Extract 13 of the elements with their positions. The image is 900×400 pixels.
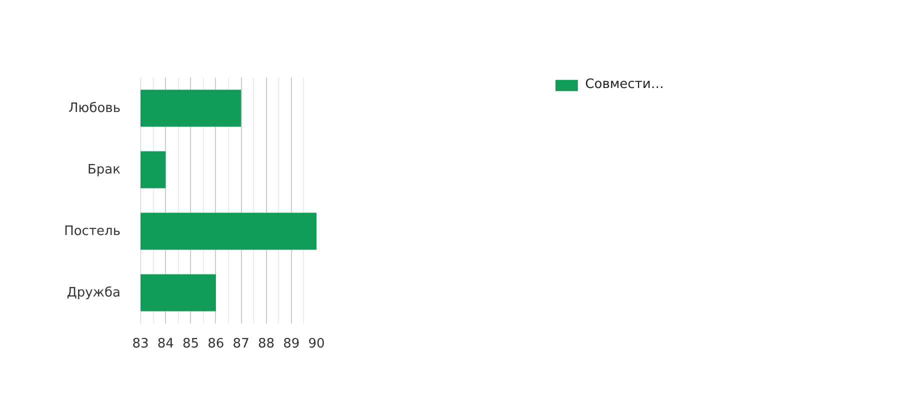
x-tick-label: 88 <box>258 336 274 352</box>
y-tick-label: Брак <box>88 162 121 178</box>
x-tick-label: 87 <box>232 336 250 352</box>
y-tick-label: Постель <box>64 224 121 239</box>
legend-label: Совмести… <box>585 77 664 92</box>
x-tick-label: 89 <box>283 336 300 352</box>
y-tick-label: Любовь <box>68 100 121 116</box>
x-tick-label: 83 <box>132 336 149 352</box>
x-tick-label: 84 <box>157 336 174 352</box>
x-tick-label: 85 <box>182 336 200 352</box>
y-tick-label: Дружба <box>66 285 120 300</box>
x-tick-label: 86 <box>208 336 224 352</box>
x-tick-label: 90 <box>308 336 325 352</box>
